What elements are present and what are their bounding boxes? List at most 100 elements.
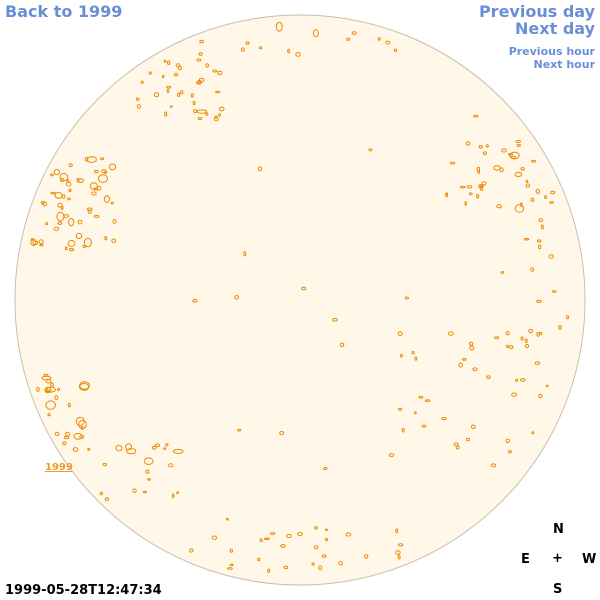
contour-speck: [318, 565, 323, 571]
contour-speck: [485, 144, 489, 148]
contour-speck: [143, 457, 154, 466]
contour-speck: [68, 218, 75, 227]
contour-speck: [476, 194, 480, 199]
contour-speck: [377, 37, 381, 41]
contour-speck: [196, 109, 208, 114]
contour-speck: [468, 341, 474, 346]
contour-speck: [535, 188, 540, 194]
contour-speck: [166, 85, 172, 89]
contour-speck: [125, 443, 132, 451]
contour-speck: [87, 209, 92, 214]
compass-north: N: [553, 522, 564, 537]
contour-speck: [171, 493, 175, 499]
contour-speck: [447, 331, 454, 336]
contour-speck: [75, 416, 85, 426]
contour-speck: [520, 336, 524, 341]
contour-speck: [115, 444, 123, 452]
contour-speck: [65, 181, 72, 187]
next-day-link[interactable]: Next day: [515, 19, 595, 38]
contour-speck: [64, 435, 70, 440]
contour-speck: [145, 469, 150, 474]
contour-speck: [472, 367, 478, 372]
contour-speck: [98, 174, 108, 183]
contour-speck: [470, 424, 476, 430]
contour-speck: [68, 188, 72, 193]
contour-speck: [550, 190, 556, 195]
contour-speck: [240, 47, 245, 52]
contour-speck: [68, 248, 75, 252]
active-region-label[interactable]: 1999: [45, 462, 73, 473]
contour-speck: [177, 65, 182, 71]
contour-speck: [324, 537, 329, 542]
previous-day-link[interactable]: Previous day: [478, 2, 595, 21]
contour-speck: [39, 243, 44, 247]
contour-speck: [351, 31, 357, 35]
contour-speck: [385, 40, 391, 45]
contour-speck: [424, 399, 431, 402]
previous-hour-link[interactable]: Previous hour: [508, 45, 595, 58]
contour-speck: [441, 417, 447, 421]
contour-speck: [275, 21, 283, 32]
contour-speck: [148, 71, 152, 75]
contour-speck: [566, 315, 569, 320]
contour-speck: [264, 537, 270, 541]
contour-speck: [140, 80, 144, 84]
contour-speck: [136, 104, 142, 109]
contour-speck: [525, 183, 531, 188]
back-link[interactable]: Back to 1999: [5, 2, 123, 21]
contour-speck: [57, 221, 63, 225]
contour-speck: [393, 48, 398, 52]
contour-speck: [54, 431, 60, 436]
contour-speck: [169, 105, 173, 108]
contour-speck: [368, 148, 373, 152]
contour-speck: [500, 271, 505, 274]
contour-speck: [164, 111, 168, 117]
next-hour-link[interactable]: Next hour: [533, 58, 596, 71]
contour-speck: [295, 52, 301, 57]
contour-speck: [75, 232, 83, 239]
contour-speck: [346, 37, 351, 41]
contour-speck: [163, 447, 167, 450]
contour-speck: [50, 173, 54, 177]
contour-speck: [111, 238, 117, 244]
contour-speck: [418, 395, 424, 399]
contour-speck: [166, 89, 170, 94]
contour-speck: [538, 331, 543, 336]
contour-speck: [214, 115, 218, 119]
contour-speck: [524, 343, 530, 349]
contour-speck: [83, 237, 92, 248]
contour-speck: [531, 431, 535, 435]
contour-speck: [530, 197, 535, 202]
contour-speck: [301, 286, 307, 291]
compass-east: E: [521, 552, 530, 567]
contour-speck: [466, 437, 470, 442]
contour-speck: [388, 453, 395, 458]
contour-speck: [520, 378, 526, 382]
contour-speck: [283, 565, 289, 570]
contour-speck: [50, 191, 57, 195]
contour-speck: [404, 296, 409, 300]
contour-speck: [530, 267, 535, 272]
contour-speck: [132, 488, 137, 494]
contour-speck: [478, 145, 483, 149]
contour-speck: [57, 387, 60, 392]
contour-speck: [46, 386, 56, 393]
contour-speck: [45, 222, 49, 226]
contour-speck: [165, 443, 169, 447]
contour-speck: [258, 46, 263, 50]
contour-speck: [104, 236, 108, 241]
contour-speck: [205, 63, 209, 68]
contour-speck: [198, 52, 203, 56]
contour-speck: [109, 163, 117, 171]
contour-speck: [477, 170, 481, 175]
contour-speck: [91, 191, 97, 196]
contour-speck: [168, 463, 174, 468]
contour-speck: [153, 92, 160, 98]
contour-speck: [339, 342, 345, 347]
contour-speck: [458, 362, 464, 368]
contour-speck: [286, 533, 292, 539]
contour-speck: [313, 545, 319, 550]
contour-speck: [77, 219, 83, 225]
compass-south: S: [553, 582, 563, 597]
contour-speck: [515, 378, 519, 382]
